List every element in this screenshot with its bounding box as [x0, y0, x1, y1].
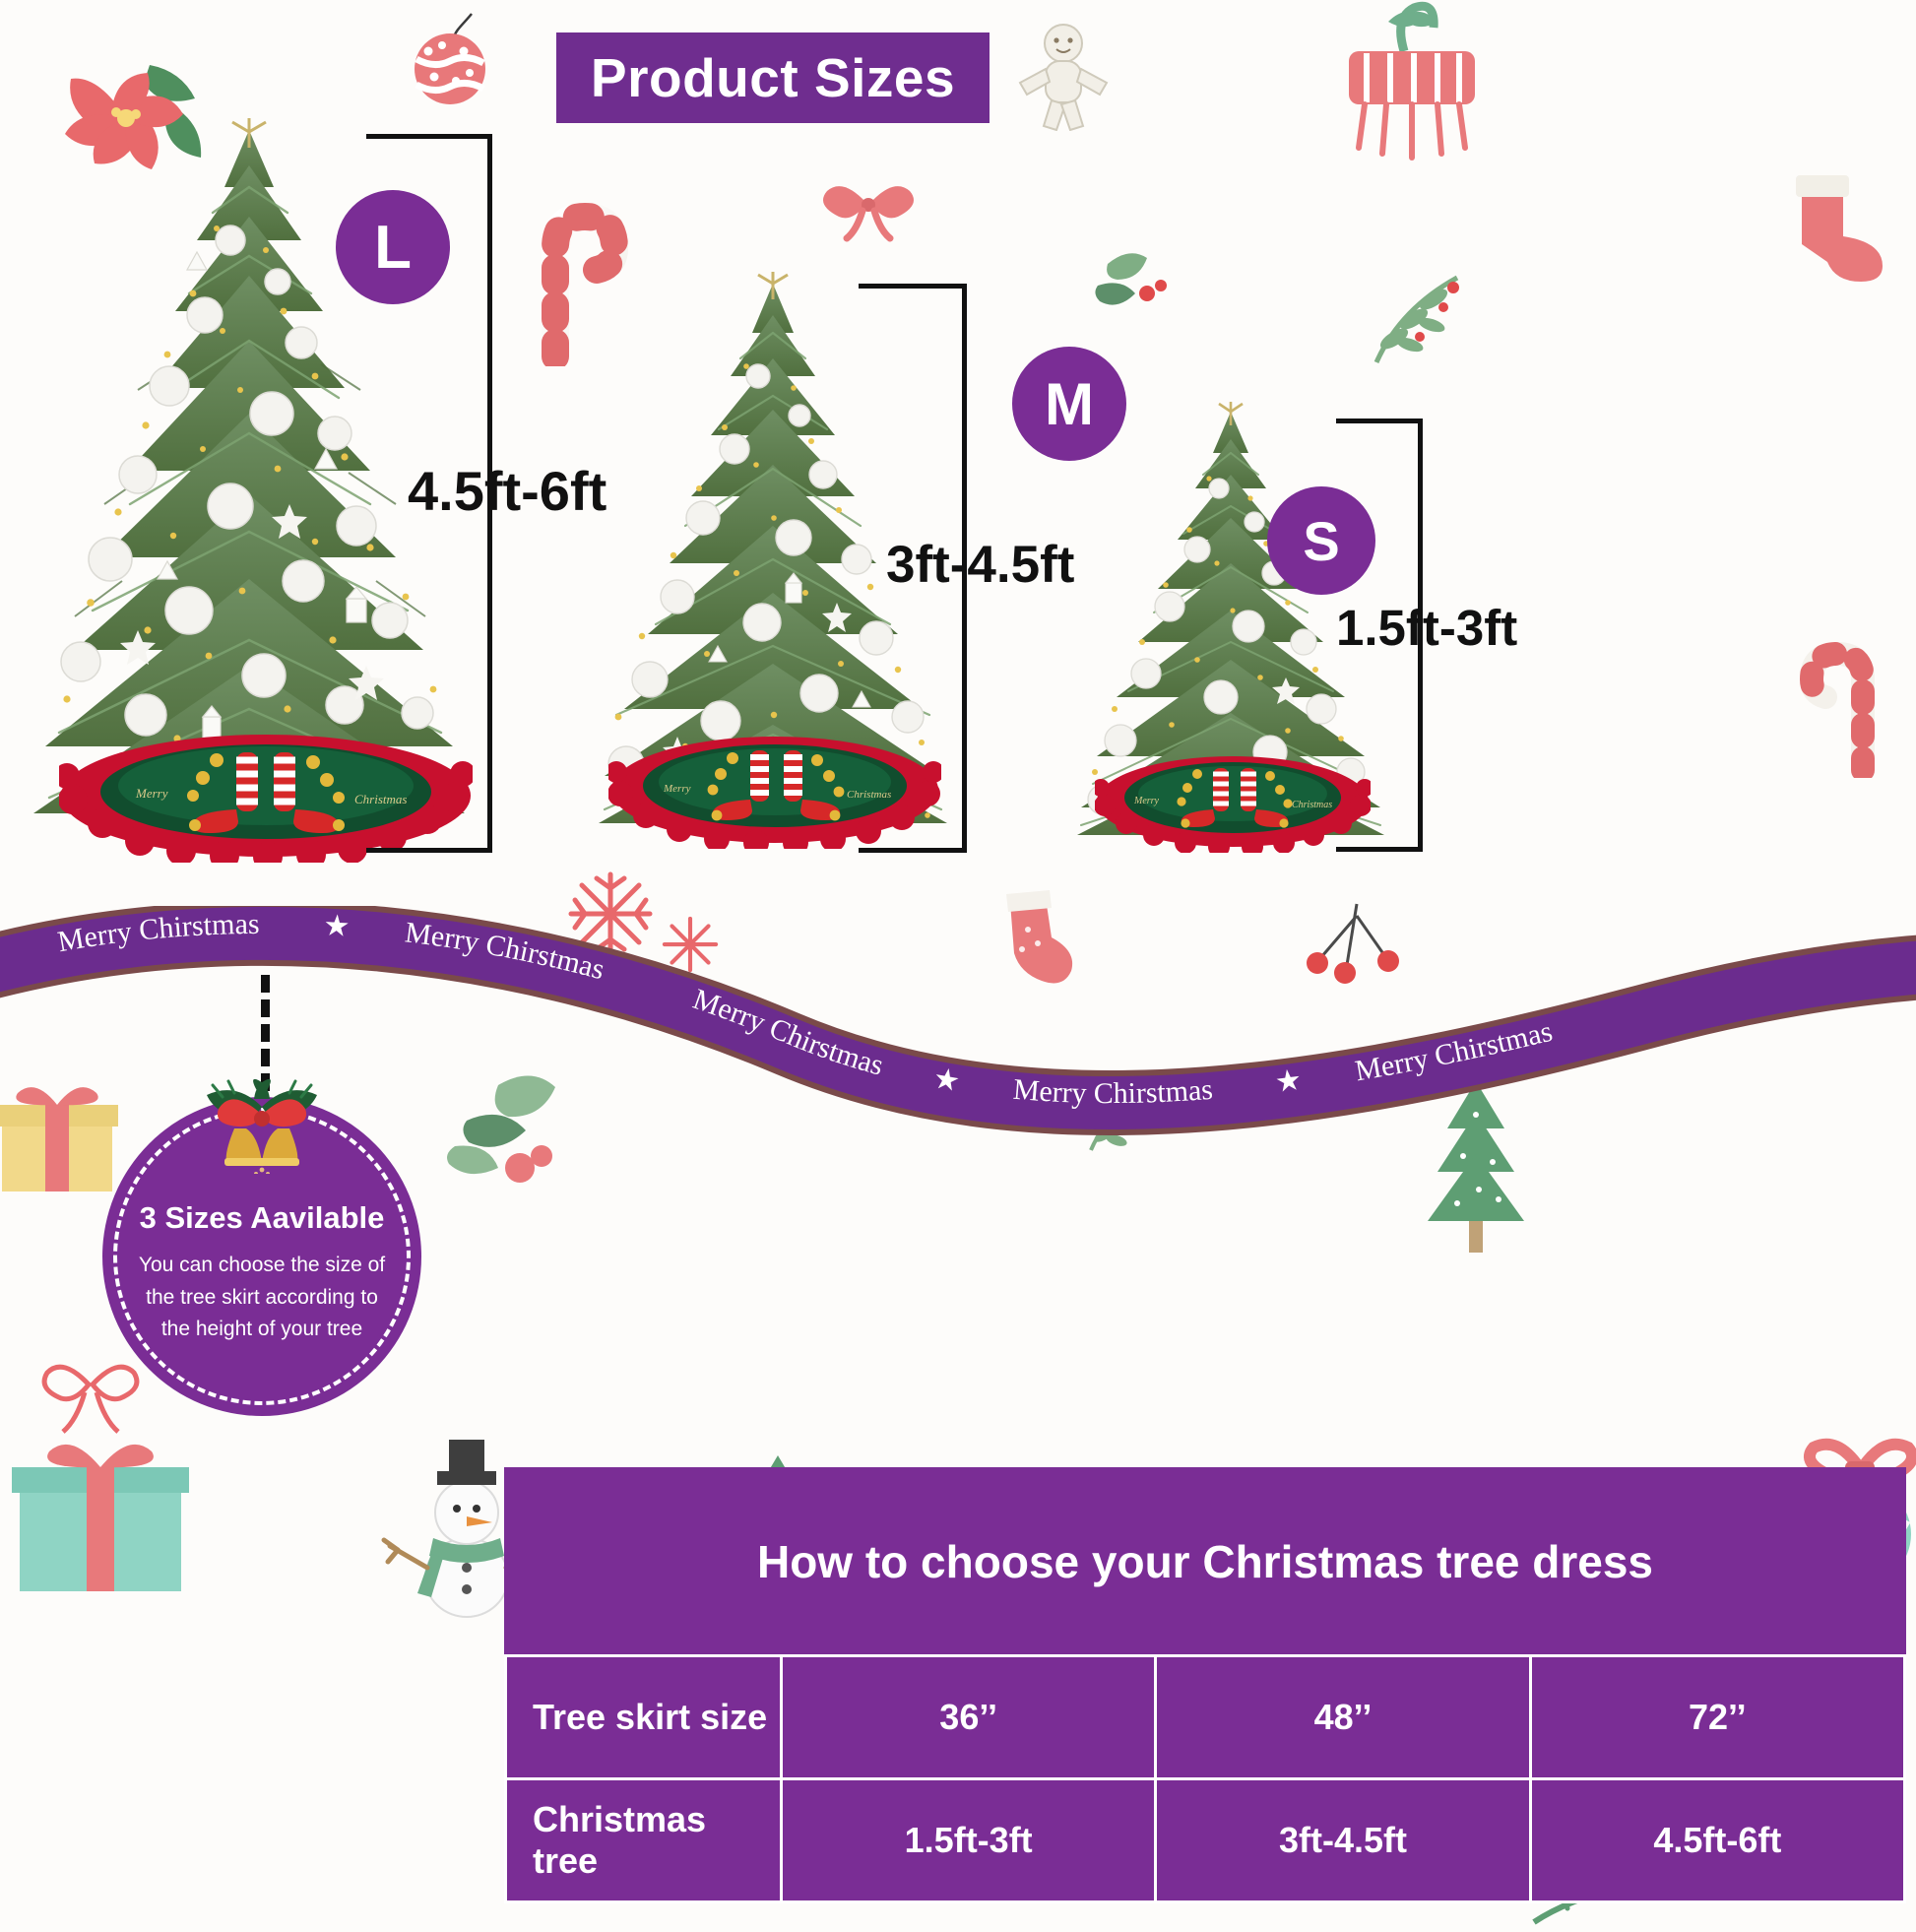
- gift-box-icon: [12, 1444, 189, 1591]
- holly-icon: [1095, 253, 1167, 305]
- svg-text:★: ★: [323, 909, 351, 943]
- sizes-available-badge: 3 Sizes Aavilable You can choose the siz…: [102, 1097, 421, 1416]
- svg-text:Christmas: Christmas: [1292, 800, 1332, 810]
- ribbon-bow-icon: [823, 186, 914, 242]
- gingerbread-man-icon: [1018, 24, 1109, 131]
- cell-tree-height-small: 1.5ft-3ft: [779, 1777, 1158, 1903]
- size-badge-small-letter: S: [1303, 509, 1340, 572]
- table-row: Tree skirt size 36’’ 48’’ 72’’: [504, 1654, 1907, 1780]
- page-title-banner: Product Sizes: [556, 32, 990, 123]
- stocking-icon: [1796, 175, 1883, 282]
- hanging-basket-icon: [1349, 1, 1475, 161]
- measurement-label-large: 4.5ft-6ft: [408, 460, 607, 522]
- ribbon-star-2: ★: [930, 1062, 962, 1098]
- svg-text:★: ★: [930, 1062, 962, 1098]
- tree-skirt-small: Merry Christmas: [1092, 750, 1373, 858]
- table-caption-row: How to choose your Christmas tree dress: [505, 1467, 1905, 1657]
- measurement-bracket-small: [1336, 419, 1423, 852]
- size-badge-medium: M: [1012, 347, 1126, 461]
- page-title: Product Sizes: [590, 47, 956, 108]
- size-guide-table: How to choose your Christmas tree dress …: [504, 1467, 1907, 1903]
- candy-cane-icon: [1799, 641, 1875, 778]
- badge-connector-line: [261, 975, 270, 1091]
- size-badge-large: L: [336, 190, 450, 304]
- cell-tree-height-large: 4.5ft-6ft: [1528, 1777, 1907, 1903]
- svg-text:Merry: Merry: [663, 783, 691, 795]
- ribbon-star-3: ★: [1273, 1063, 1304, 1099]
- ribbon-star-1: ★: [323, 909, 351, 943]
- sizes-available-body: You can choose the size of the tree skir…: [138, 1254, 386, 1341]
- size-badge-medium-letter: M: [1045, 370, 1094, 437]
- row-header-tree-skirt-size: Tree skirt size: [504, 1654, 783, 1780]
- svg-text:Christmas: Christmas: [354, 792, 407, 806]
- bauble-ornament-icon: [415, 13, 485, 104]
- mistletoe-icon: [1373, 275, 1459, 364]
- cell-skirt-size-36: 36’’: [779, 1654, 1158, 1780]
- svg-text:★: ★: [1273, 1063, 1304, 1099]
- bow-decoration-icon: [41, 1364, 140, 1434]
- size-badge-small: S: [1267, 486, 1375, 595]
- measurement-bracket-large: [366, 134, 492, 853]
- svg-text:Merry: Merry: [135, 786, 168, 801]
- svg-text:Christmas: Christmas: [847, 789, 891, 801]
- measurement-label-medium: 3ft-4.5ft: [886, 536, 1075, 594]
- svg-text:Merry Chirstmas: Merry Chirstmas: [1012, 1073, 1214, 1110]
- size-badge-large-letter: L: [374, 213, 412, 282]
- bells-icon: [207, 1079, 317, 1174]
- row-header-christmas-tree: Christmas tree: [504, 1777, 783, 1903]
- sizes-available-heading: 3 Sizes Aavilable: [139, 1200, 385, 1236]
- table-caption: How to choose your Christmas tree dress: [505, 1467, 1905, 1657]
- merry-christmas-ribbon: Merry Chirstmas ★ Merry Chirstmas Merry …: [0, 906, 1916, 1162]
- dashed-border: [113, 1108, 411, 1405]
- cell-tree-height-medium: 3ft-4.5ft: [1154, 1777, 1532, 1903]
- ribbon-text-4: Merry Chirstmas: [1012, 1073, 1214, 1110]
- table-row: Christmas tree 1.5ft-3ft 3ft-4.5ft 4.5ft…: [504, 1777, 1907, 1903]
- cell-skirt-size-48: 48’’: [1154, 1654, 1532, 1780]
- measurement-bracket-medium: [859, 284, 967, 853]
- tree-skirt-large: Merry Christmas: [54, 727, 476, 871]
- svg-text:Merry: Merry: [1133, 796, 1160, 806]
- measurement-label-small: 1.5ft-3ft: [1336, 600, 1518, 656]
- tree-skirt-medium: Merry Christmas: [606, 729, 944, 856]
- cell-skirt-size-72: 72’’: [1528, 1654, 1907, 1780]
